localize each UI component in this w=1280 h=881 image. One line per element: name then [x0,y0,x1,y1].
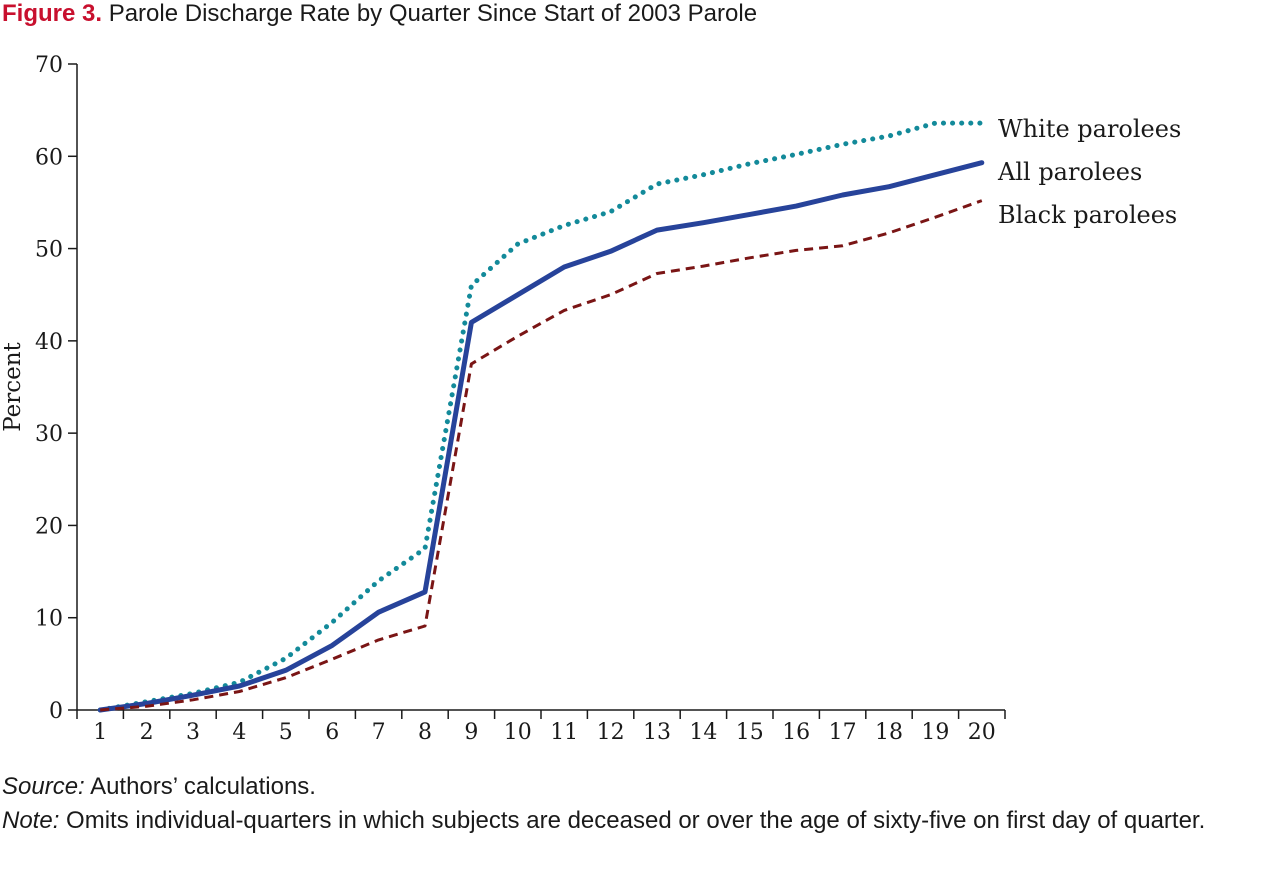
y-tick-label: 10 [35,607,63,632]
x-tick-label: 10 [504,720,532,745]
x-tick-label: 7 [372,720,386,745]
x-tick-label: 3 [186,720,200,745]
figure-title-text: Parole Discharge Rate by Quarter Since S… [108,0,758,27]
figure-notes: Source: Authors’ calculations. Note: Omi… [2,770,1280,838]
y-tick-label: 50 [35,238,63,263]
y-axis-label: Percent [0,341,26,431]
series-label-all-parolees: All parolees [997,158,1142,186]
x-tick-label: 6 [325,720,339,745]
x-tick-label: 5 [279,720,293,745]
source-text: Authors’ calculations. [84,773,316,800]
x-tick-label: 1 [93,720,107,745]
series-line-black-parolees [100,199,983,712]
note-label: Note: [2,807,60,834]
x-tick-label: 11 [550,720,578,745]
y-tick-label: 60 [35,145,63,170]
x-tick-label: 8 [418,720,432,745]
source-label: Source: [2,773,85,800]
source-note: Source: Authors’ calculations. [2,770,1280,804]
figure-title: Figure 3. Parole Discharge Rate by Quart… [2,0,757,28]
figure-label: Figure 3. [2,0,103,27]
series-label-black-parolees: Black parolees [998,201,1177,229]
x-tick-label: 4 [232,720,246,745]
x-tick-label: 17 [829,720,857,745]
x-tick-label: 12 [597,720,625,745]
series-label-white-parolees: White parolees [998,115,1181,143]
y-tick-label: 40 [35,330,63,355]
x-tick-label: 9 [464,720,478,745]
y-tick-label: 0 [49,699,63,724]
x-tick-label: 18 [875,720,903,745]
note-text: Note: Omits individual-quarters in which… [2,804,1280,838]
series-line-all-parolees [97,160,985,713]
x-tick-label: 19 [921,720,949,745]
x-tick-label: 20 [968,720,996,745]
x-tick-label: 14 [689,720,717,745]
x-tick-label: 2 [140,720,154,745]
y-tick-label: 30 [35,422,63,447]
y-tick-label: 20 [35,514,63,539]
x-tick-label: 15 [736,720,764,745]
x-tick-label: 16 [782,720,810,745]
x-tick-label: 13 [643,720,671,745]
note-body: Omits individual-quarters in which subje… [59,807,1206,834]
series-line-white-parolees [97,120,985,713]
y-tick-label: 70 [35,53,63,78]
